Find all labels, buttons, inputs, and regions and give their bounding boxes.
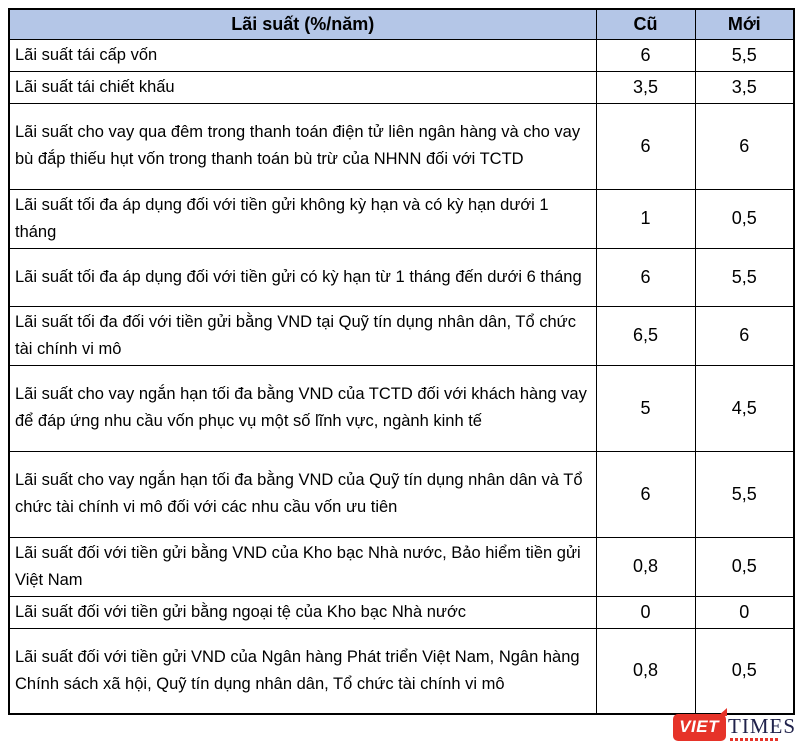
- rate-old-value: 6,5: [595, 305, 696, 366]
- interest-rate-table: Lãi suất (%/năm) Cũ Mới Lãi suất tái cấp…: [8, 8, 795, 715]
- rate-new-value: 0,5: [694, 188, 795, 249]
- rate-old-value: 1: [595, 188, 696, 249]
- rate-new-value: 6: [694, 305, 795, 366]
- rate-old-value: 6: [595, 38, 696, 72]
- table-row: Lãi suất tái cấp vốn 6 5,5: [8, 38, 795, 72]
- table-row: Lãi suất đối với tiền gửi VND của Ngân h…: [8, 627, 795, 715]
- rate-old-value: 6: [595, 247, 696, 307]
- table-row: Lãi suất tối đa áp dụng đối với tiền gửi…: [8, 247, 795, 307]
- rate-new-value: 6: [694, 102, 795, 190]
- rate-label: Lãi suất đối với tiền gửi VND của Ngân h…: [8, 627, 597, 715]
- table-row: Lãi suất tối đa đối với tiền gửi bằng VN…: [8, 305, 795, 366]
- column-header-old: Cũ: [595, 8, 696, 40]
- rate-old-value: 6: [595, 450, 696, 538]
- column-header-rate: Lãi suất (%/năm): [8, 8, 597, 40]
- rate-label: Lãi suất cho vay qua đêm trong thanh toá…: [8, 102, 597, 190]
- table-row: Lãi suất tái chiết khấu 3,5 3,5: [8, 70, 795, 104]
- rate-old-value: 3,5: [595, 70, 696, 104]
- rate-old-value: 0,8: [595, 627, 696, 715]
- table-row: Lãi suất đối với tiền gửi bằng VND của K…: [8, 536, 795, 597]
- rate-old-value: 5: [595, 364, 696, 452]
- rate-new-value: 4,5: [694, 364, 795, 452]
- table-header-row: Lãi suất (%/năm) Cũ Mới: [8, 8, 795, 40]
- table-row: Lãi suất cho vay ngắn hạn tối đa bằng VN…: [8, 450, 795, 538]
- flag-icon: [718, 708, 727, 716]
- column-header-new: Mới: [694, 8, 795, 40]
- rate-label: Lãi suất tái cấp vốn: [8, 38, 597, 72]
- rate-label: Lãi suất tối đa áp dụng đối với tiền gửi…: [8, 247, 597, 307]
- rate-new-value: 5,5: [694, 38, 795, 72]
- rate-new-value: 3,5: [694, 70, 795, 104]
- viettimes-tagline-decoration: [730, 738, 778, 741]
- table-row: Lãi suất cho vay ngắn hạn tối đa bằng VN…: [8, 364, 795, 452]
- rate-label: Lãi suất cho vay ngắn hạn tối đa bằng VN…: [8, 450, 597, 538]
- table-row: Lãi suất tối đa áp dụng đối với tiền gửi…: [8, 188, 795, 249]
- rate-old-value: 0,8: [595, 536, 696, 597]
- rate-label: Lãi suất đối với tiền gửi bằng ngoại tệ …: [8, 595, 597, 629]
- rate-label: Lãi suất đối với tiền gửi bằng VND của K…: [8, 536, 597, 597]
- table-row: Lãi suất đối với tiền gửi bằng ngoại tệ …: [8, 595, 795, 629]
- rate-label: Lãi suất cho vay ngắn hạn tối đa bằng VN…: [8, 364, 597, 452]
- table-row: Lãi suất cho vay qua đêm trong thanh toá…: [8, 102, 795, 190]
- rate-new-value: 5,5: [694, 247, 795, 307]
- viettimes-times-text: TIMES: [728, 714, 796, 738]
- rate-new-value: 5,5: [694, 450, 795, 538]
- viettimes-times-block: TIMES: [728, 716, 796, 741]
- rate-old-value: 0: [595, 595, 696, 629]
- rate-new-value: 0,5: [694, 536, 795, 597]
- viettimes-logo: VIET TIMES: [673, 708, 796, 741]
- rate-label: Lãi suất tối đa đối với tiền gửi bằng VN…: [8, 305, 597, 366]
- rate-new-value: 0: [694, 595, 795, 629]
- rate-label: Lãi suất tối đa áp dụng đối với tiền gửi…: [8, 188, 597, 249]
- rate-label: Lãi suất tái chiết khấu: [8, 70, 597, 104]
- rate-new-value: 0,5: [694, 627, 795, 715]
- viettimes-viet-badge: VIET: [673, 708, 727, 741]
- rate-old-value: 6: [595, 102, 696, 190]
- viettimes-viet-text: VIET: [679, 717, 719, 736]
